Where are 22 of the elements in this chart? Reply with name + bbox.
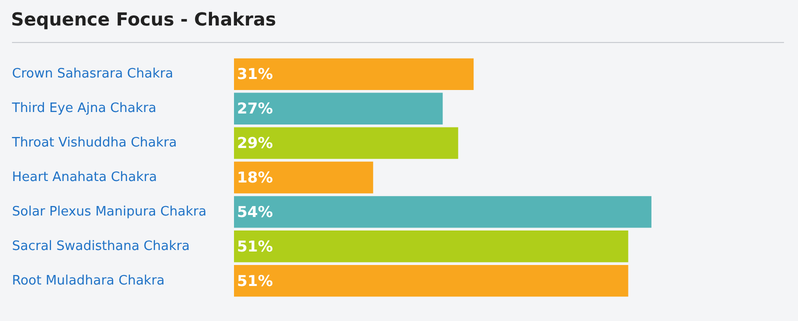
data-label: 51% — [237, 237, 273, 256]
y-tick-label: Heart Anahata Chakra — [12, 170, 157, 185]
y-tick-label: Third Eye Ajna Chakra — [11, 101, 156, 116]
y-tick-label: Sacral Swadisthana Chakra — [12, 238, 190, 254]
data-label: 27% — [237, 100, 273, 118]
bar — [234, 58, 474, 90]
chart-title: Sequence Focus - Chakras — [11, 10, 276, 30]
data-label: 31% — [237, 65, 273, 84]
data-label: 51% — [237, 272, 273, 290]
bar — [234, 230, 628, 262]
y-tick-label: Solar Plexus Manipura Chakra — [12, 204, 206, 220]
bar — [234, 162, 374, 194]
bar — [234, 127, 458, 159]
y-tick-label: Crown Sahasrara Chakra — [12, 66, 174, 82]
data-label: 18% — [237, 168, 273, 186]
bar — [234, 92, 443, 124]
bar — [234, 264, 628, 297]
y-tick-label: Throat Vishuddha Chakra — [11, 136, 177, 151]
bar — [234, 196, 652, 228]
y-tick-label: Root Muladhara Chakra — [12, 273, 165, 288]
data-label: 29% — [237, 134, 273, 152]
data-label: 54% — [237, 202, 273, 221]
